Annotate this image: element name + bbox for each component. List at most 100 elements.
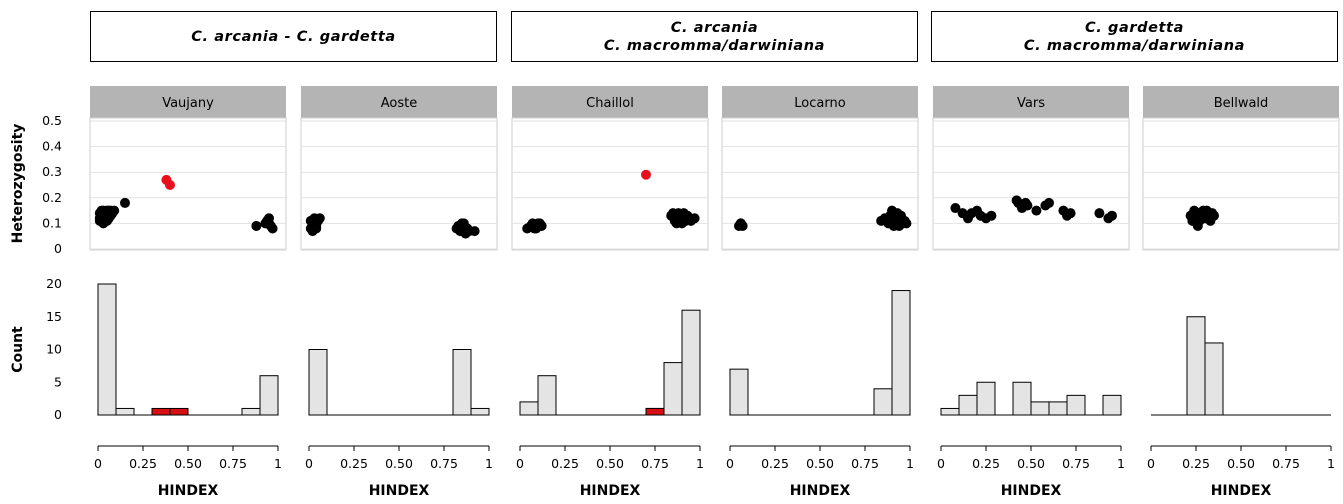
scatter-panel-frame [721, 117, 919, 251]
group-title-line: C. arcania - C. gardetta [191, 28, 396, 45]
x-axis-label: HINDEX [369, 483, 430, 499]
group-title-line: C. macromma/darwiniana [1023, 37, 1246, 54]
panel-header [301, 86, 497, 118]
histogram-bar [97, 283, 117, 416]
x-tick-label: 0.75 [641, 456, 669, 471]
data-point [529, 223, 540, 234]
histogram-bar [1186, 316, 1206, 416]
data-point [469, 226, 480, 237]
data-point [986, 210, 997, 221]
y-tick-label: 0.4 [42, 139, 62, 154]
x-tick-label: 0 [1147, 456, 1155, 471]
x-tick-label: 0.75 [1062, 456, 1090, 471]
x-tick-label: 0.50 [596, 456, 624, 471]
x-tick-label: 0.50 [806, 456, 834, 471]
x-tick-label: 1 [1117, 456, 1125, 471]
x-axis-label: HINDEX [790, 483, 851, 499]
data-point [1209, 210, 1219, 221]
hybrid-point [641, 169, 651, 180]
panel-header [90, 86, 286, 118]
histogram-bar [308, 349, 328, 416]
group-title-line: C. gardetta [1085, 19, 1184, 36]
histogram-bar [1066, 394, 1086, 416]
x-tick-label: 0.75 [430, 456, 458, 471]
histogram-bar [958, 394, 978, 416]
x-tick-label: 1 [696, 456, 704, 471]
scatter-panel-frame [1142, 117, 1340, 251]
x-tick-label: 1 [1327, 456, 1335, 471]
y-tick-label: 0.2 [42, 190, 62, 205]
y-tick-label: 0.1 [42, 215, 62, 230]
group-title-line: C. macromma/darwiniana [603, 37, 826, 54]
histogram-bar [663, 362, 683, 416]
x-tick-label: 0.50 [385, 456, 413, 471]
x-axis-label: HINDEX [1001, 483, 1062, 499]
data-point [894, 220, 905, 231]
data-point [669, 215, 680, 226]
scatter-panel-frame [932, 117, 1130, 251]
histogram-bar [452, 349, 472, 416]
histogram-bar [1102, 394, 1122, 416]
histogram-bar [940, 407, 960, 416]
y-tick-label: 0 [54, 407, 62, 422]
y-axis-label-heterozygosity: Heterozygosity [10, 124, 26, 244]
x-tick-label: 1 [274, 456, 282, 471]
panel-header-label: Bellwald [1214, 96, 1269, 111]
y-tick-label: 0.3 [42, 164, 62, 179]
data-point [1013, 197, 1024, 208]
histogram-bar [891, 290, 911, 416]
x-tick-label: 1 [485, 456, 493, 471]
group-title-line: C. arcania [670, 19, 759, 36]
panel-header-label: Aoste [381, 96, 418, 111]
panel-header [1143, 86, 1339, 118]
x-tick-label: 0 [305, 456, 313, 471]
histogram-bar [1204, 342, 1224, 416]
y-tick-label: 0.5 [42, 113, 62, 128]
histogram-bar [729, 368, 749, 416]
x-axis-label: HINDEX [1211, 483, 1272, 499]
data-point [264, 218, 274, 229]
y-tick-label: 10 [46, 342, 62, 357]
histogram-bar [681, 309, 701, 416]
histogram-bar [976, 381, 996, 416]
panel-header-label: Chaillol [586, 96, 634, 111]
data-point [457, 218, 467, 229]
hybrid-point [165, 180, 175, 190]
x-tick-label: 0.75 [851, 456, 879, 471]
x-tick-label: 0 [94, 456, 102, 471]
x-tick-label: 0.25 [972, 456, 1000, 471]
histogram-bar [1030, 401, 1050, 416]
panel-header [722, 86, 918, 118]
y-tick-label: 5 [54, 374, 62, 389]
histogram-bar [241, 407, 261, 416]
x-tick-label: 0.50 [174, 456, 202, 471]
panel-header [512, 86, 708, 118]
data-point [1022, 200, 1033, 211]
data-point [120, 197, 130, 208]
y-tick-label: 0 [54, 241, 62, 256]
x-tick-label: 0.75 [219, 456, 247, 471]
data-point [102, 215, 112, 226]
histogram-bar-hybrid [645, 407, 665, 416]
y-tick-label: 20 [46, 276, 62, 291]
data-point [1094, 208, 1105, 219]
histogram-bar [470, 407, 490, 416]
data-point [1187, 215, 1198, 226]
data-point [950, 203, 961, 214]
x-tick-label: 0.25 [761, 456, 789, 471]
x-tick-label: 0.50 [1017, 456, 1045, 471]
data-point [1031, 205, 1042, 216]
data-point [251, 220, 262, 231]
data-point [314, 213, 325, 224]
histogram-bar [537, 375, 557, 416]
data-point [1194, 208, 1205, 219]
histogram-bar [259, 375, 279, 416]
data-point [682, 210, 693, 221]
data-point [1107, 210, 1117, 221]
panel-header-label: Vaujany [162, 96, 214, 111]
x-axis-label: HINDEX [580, 483, 641, 499]
histogram-bar-hybrid [169, 407, 189, 416]
panel-header-label: Vars [1017, 96, 1045, 111]
data-point [1044, 197, 1054, 208]
